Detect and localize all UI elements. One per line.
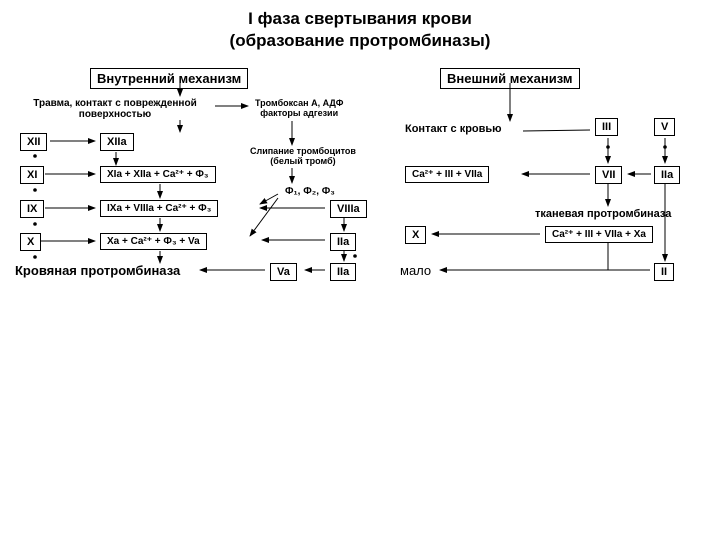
label-thromboxane: Тромбоксан А, АДФ факторы адгезии xyxy=(255,98,343,118)
title-line2: (образование протромбиназы) xyxy=(0,30,720,52)
header-extrinsic: Внешний механизм xyxy=(440,68,580,89)
label-contact: Контакт с кровью xyxy=(405,123,502,135)
label-malo: мало xyxy=(400,263,431,278)
box-IX: IX xyxy=(20,200,44,218)
box-IIa1: IIa xyxy=(330,233,356,251)
box-XIa: XIa + XIIa + Ca²⁺ + Ф₃ xyxy=(100,166,216,183)
box-X: X xyxy=(20,233,41,251)
box-Xa: Xa + Ca²⁺ + Ф₃ + Va xyxy=(100,233,207,250)
box-V: V xyxy=(654,118,675,136)
box-IIa2: IIa xyxy=(330,263,356,281)
box-VIIIa: VIIIa xyxy=(330,200,367,218)
box-XI: XI xyxy=(20,166,44,184)
label-blood: Кровяная протромбиназа xyxy=(15,263,180,278)
header-intrinsic: Внутренний механизм xyxy=(90,68,248,89)
box-III: III xyxy=(595,118,618,136)
box-XII: XII xyxy=(20,133,47,151)
label-slip: Слипание тромбоцитов (белый тромб) xyxy=(250,146,356,166)
diagram-title: I фаза свертывания крови (образование пр… xyxy=(0,8,720,52)
arrows-svg xyxy=(0,8,720,548)
box-Va: Va xyxy=(270,263,297,281)
box-XIIa: XIIa xyxy=(100,133,134,151)
box-IXa: IXa + VIIIa + Ca²⁺ + Ф₃ xyxy=(100,200,218,217)
box-X-ext: X xyxy=(405,226,426,244)
label-phi: Ф₁, Ф₂, Ф₃ xyxy=(285,186,335,197)
label-trauma: Травма, контакт с поврежденной поверхнос… xyxy=(15,98,215,120)
box-VII: VII xyxy=(595,166,622,184)
box-Ca: Ca²⁺ + III + VIIa xyxy=(405,166,489,183)
box-tissue-formula: Ca²⁺ + III + VIIa + Xa xyxy=(545,226,653,243)
box-II: II xyxy=(654,263,674,281)
box-IIa3: IIa xyxy=(654,166,680,184)
label-tissue: тканевая протромбиназа xyxy=(535,208,671,220)
title-line1: I фаза свертывания крови xyxy=(0,8,720,30)
